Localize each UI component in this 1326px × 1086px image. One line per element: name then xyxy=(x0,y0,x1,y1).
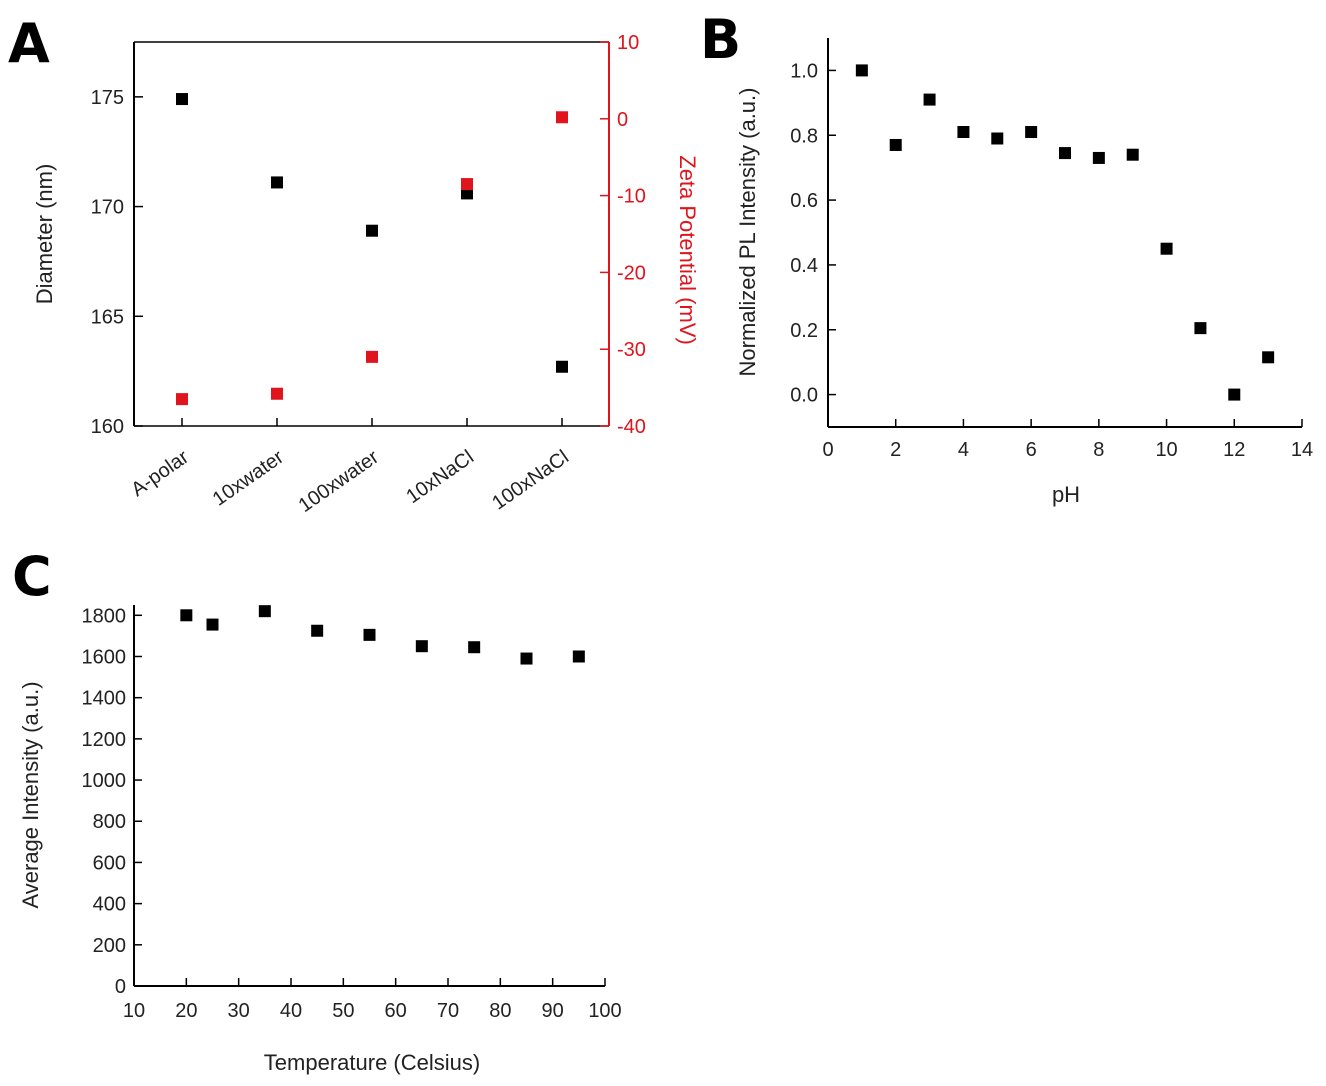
chart-c-xtick-label: 70 xyxy=(437,1000,459,1022)
chart-c-xtick-label: 80 xyxy=(489,1000,511,1022)
chart-a-diameter-point xyxy=(556,360,568,373)
chart-a-y2tick-label: -30 xyxy=(617,339,646,361)
chart-b-xtick-label: 8 xyxy=(1093,439,1104,461)
chart-a-diameter-point xyxy=(366,224,378,237)
chart-c-xtick-label: 30 xyxy=(228,1000,250,1022)
chart-b-ytick-label: 0.6 xyxy=(790,190,818,212)
chart-b-point xyxy=(1126,148,1139,161)
chart-b-ytick-label: 0.0 xyxy=(790,385,818,407)
chart-c-xlabel: Temperature (Celsius) xyxy=(264,1050,480,1075)
chart-c-xtick-label: 50 xyxy=(332,1000,354,1022)
chart-c-point xyxy=(572,650,585,663)
chart-c-point xyxy=(180,609,193,622)
chart-a-y2tick-label: -20 xyxy=(617,262,646,284)
chart-c-point xyxy=(468,641,481,654)
chart-a-zeta-point xyxy=(461,178,473,191)
chart-b-point xyxy=(1194,322,1207,335)
chart-a-category-label: 100xNaCl xyxy=(488,446,573,514)
chart-a-category-label: 100xwater xyxy=(295,446,383,517)
chart-b-ytick-label: 0.2 xyxy=(790,320,818,342)
chart-c-point xyxy=(520,652,533,665)
chart-b-point xyxy=(957,126,970,139)
chart-b-point xyxy=(1059,147,1071,160)
chart-a-ytick-label: 160 xyxy=(91,416,124,438)
chart-b-point xyxy=(855,64,868,77)
chart-a-ytick-label: 165 xyxy=(91,306,124,328)
chart-a-ylabel: Diameter (nm) xyxy=(32,164,57,305)
chart-a-zeta-point xyxy=(556,111,568,124)
chart-a-category-label: A-polar xyxy=(127,446,193,501)
chart-c-ytick-label: 200 xyxy=(93,935,126,957)
chart-b-point xyxy=(1262,351,1275,364)
chart-b-xlabel: pH xyxy=(1052,482,1080,507)
chart-b-point xyxy=(1228,388,1241,401)
chart-c-xtick-label: 90 xyxy=(542,1000,564,1022)
chart-c-point xyxy=(206,618,219,631)
chart-c-xtick-label: 20 xyxy=(175,1000,197,1022)
chart-b-point xyxy=(1160,242,1173,255)
panel-label-c: C xyxy=(12,545,52,608)
chart-b-point xyxy=(889,138,902,151)
chart-b-xtick-label: 4 xyxy=(958,439,969,461)
panel-label-a: A xyxy=(8,12,50,75)
chart-a: Diameter (nm) Zeta Potential (mV) 160 165… xyxy=(32,32,700,517)
chart-b-xtick-label: 0 xyxy=(822,439,833,461)
chart-c-xtick-label: 40 xyxy=(280,1000,302,1022)
chart-a-category-label: 10xwater xyxy=(209,446,288,511)
chart-c-xtick-label: 10 xyxy=(123,1000,145,1022)
chart-a-y2tick-label: 0 xyxy=(617,109,628,131)
chart-b-ytick-label: 0.8 xyxy=(790,125,818,147)
chart-a-zeta-point xyxy=(271,387,283,400)
chart-c-point xyxy=(415,640,428,653)
chart-a-y2tick-label: 10 xyxy=(617,32,639,54)
chart-b-point xyxy=(991,132,1004,145)
chart-a-diameter-point xyxy=(461,187,473,200)
chart-c-ytick-label: 1000 xyxy=(82,770,127,792)
chart-b-point xyxy=(923,93,936,106)
chart-c-ylabel: Average Intensity (a.u.) xyxy=(18,681,43,908)
chart-a-y2tick-label: -40 xyxy=(617,416,646,438)
chart-a-diameter-point xyxy=(176,93,188,106)
chart-c-ytick-label: 1600 xyxy=(82,646,127,668)
chart-c-point xyxy=(311,624,324,637)
chart-a-zeta-point xyxy=(366,350,378,363)
chart-c-xtick-label: 100 xyxy=(588,1000,621,1022)
chart-b-xtick-label: 6 xyxy=(1026,439,1037,461)
chart-b-xtick-label: 14 xyxy=(1291,439,1313,461)
chart-c-ytick-label: 0 xyxy=(115,976,126,998)
chart-a-y2tick-label: -10 xyxy=(617,186,646,208)
chart-a-ytick-label: 170 xyxy=(91,197,124,219)
chart-a-category-label: 10xNaCl xyxy=(402,446,477,508)
chart-b-ytick-label: 1.0 xyxy=(790,60,818,82)
chart-c-ytick-label: 1800 xyxy=(82,605,127,627)
chart-c: Average Intensity (a.u.) Temperature (Ce… xyxy=(18,605,622,1075)
chart-b-xtick-label: 2 xyxy=(890,439,901,461)
chart-c-point xyxy=(258,605,271,618)
chart-a-diameter-point xyxy=(271,176,283,189)
chart-c-ytick-label: 800 xyxy=(93,811,126,833)
chart-c-ytick-label: 400 xyxy=(93,894,126,916)
panel-label-b: B xyxy=(700,8,741,71)
chart-c-ytick-label: 600 xyxy=(93,852,126,874)
chart-b-xtick-label: 12 xyxy=(1223,439,1245,461)
chart-b-ylabel: Normalized PL Intensity (a.u.) xyxy=(735,88,760,377)
chart-b-xtick-label: 10 xyxy=(1155,439,1177,461)
chart-a-y2label: Zeta Potential (mV) xyxy=(675,155,700,345)
chart-b: Normalized PL Intensity (a.u.) pH 0.0 0.2… xyxy=(735,38,1313,507)
chart-a-zeta-point xyxy=(176,393,188,406)
chart-b-ytick-label: 0.4 xyxy=(790,255,818,277)
chart-b-point xyxy=(1092,151,1105,164)
chart-c-xtick-label: 60 xyxy=(385,1000,407,1022)
chart-c-ytick-label: 1200 xyxy=(82,729,127,751)
chart-b-point xyxy=(1025,126,1038,139)
chart-c-point xyxy=(363,628,376,641)
chart-c-ytick-label: 1400 xyxy=(82,688,127,710)
chart-a-ytick-label: 175 xyxy=(91,87,124,109)
